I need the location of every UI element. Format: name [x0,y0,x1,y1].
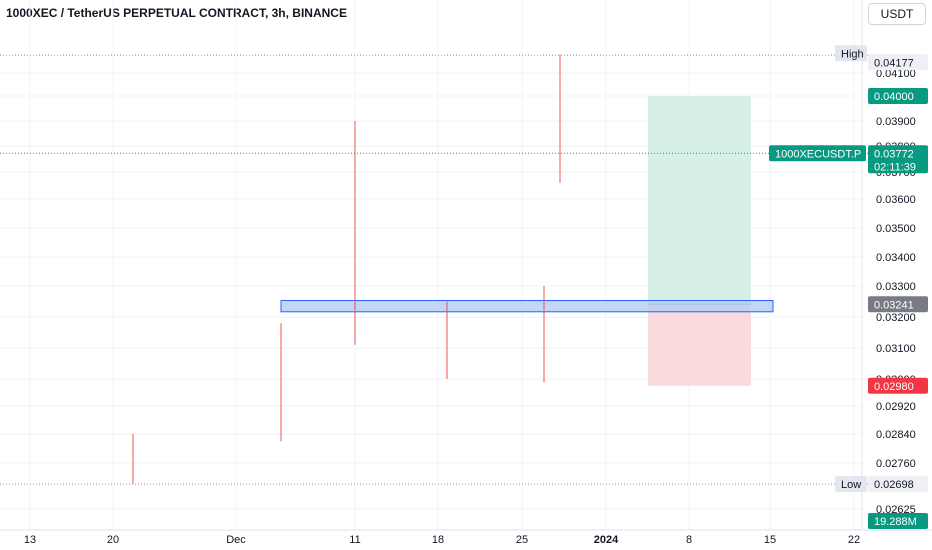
high-tag: High [835,45,867,62]
candlestick-series [132,54,561,484]
take-profit-label-text: 0.04000 [874,91,914,103]
price-tick-label: 0.03300 [876,281,916,293]
support-zone[interactable] [280,300,774,313]
low-value-text: 0.02698 [874,479,914,491]
high-tag-bg [835,45,867,62]
stop-loss-label-text: 0.02980 [874,381,914,393]
chart-title: 1000XEC / TetherUS PERPETUAL CONTRACT, 3… [6,6,347,20]
time-tick-label: 22 [848,534,860,546]
volume-label: 19.288M [868,513,928,529]
volume-label-text: 19.288M [874,516,917,528]
price-tick-label: 0.03500 [876,223,916,235]
take-profit-label: 0.04000 [868,88,928,104]
high-value-text: 0.04177 [874,57,914,69]
currency-selector[interactable]: USDT [868,3,926,25]
time-tick-label: 2024 [594,534,619,546]
time-tick-label: 15 [764,534,776,546]
price-tick-label: 0.04100 [876,68,916,80]
current-price-label: 0.03772 [868,145,928,162]
time-tick-label: 8 [686,534,692,546]
zone-box [280,300,774,313]
current-price-label-text: 0.03772 [874,148,914,160]
low-tag-text: Low [841,479,861,491]
low-tag-bg [835,476,867,493]
low-tag: Low [835,476,867,493]
profit-zone [648,96,751,305]
price-tick-label: 0.02760 [876,458,916,470]
high-value-bg [868,54,928,71]
price-tick-label: 0.03200 [876,312,916,324]
loss-zone [648,304,751,386]
stop-loss-label: 0.02980 [868,377,928,394]
time-tick-label: 13 [24,534,36,546]
stop-loss-label-bg [868,377,928,394]
time-tick-label: 11 [349,534,360,546]
price-labels: High 0.04177 Low 0.02698 0.04000 0.03241 0.029… [769,45,928,529]
high-tag-text: High [841,48,864,60]
price-tick-label: 0.03600 [876,194,916,206]
current-price-label-bg [868,145,928,162]
price-tick-label: 0.03100 [876,343,916,355]
volume-label-bg [868,513,928,529]
symbol-label-bg [769,145,866,162]
entry-label-text: 0.03241 [874,299,914,311]
high-value: 0.04177 [868,54,928,71]
countdown-label-bg [868,159,928,174]
countdown-label-text: 02:11:39 [874,161,916,173]
price-axis[interactable]: 0.041000.040000.039000.038000.037000.036… [861,0,916,530]
price-tick-label: 0.03400 [876,252,916,264]
countdown-label: 02:11:39 [868,159,928,174]
reference-lines [0,54,868,485]
symbol-label: 1000XECUSDT.P [769,145,866,162]
take-profit-label-bg [868,88,928,104]
price-tick-label: 0.02920 [876,401,916,413]
symbol-label-text: 1000XECUSDT.P [775,148,861,160]
price-tick-label: 0.02840 [876,429,916,441]
position-tool[interactable] [648,96,751,386]
price-tick-label: 0.03900 [876,116,916,128]
time-tick-label: 18 [432,534,444,546]
low-value-bg [868,476,928,493]
entry-label: 0.03241 [868,296,928,313]
entry-label-bg [868,296,928,313]
time-axis[interactable]: 13 20 Dec 11 18 25 2024 8 15 22 [0,529,932,546]
time-tick-label: Dec [226,534,246,546]
low-value: 0.02698 [868,476,928,493]
time-tick-label: 20 [107,534,119,546]
time-tick-label: 25 [516,534,528,546]
